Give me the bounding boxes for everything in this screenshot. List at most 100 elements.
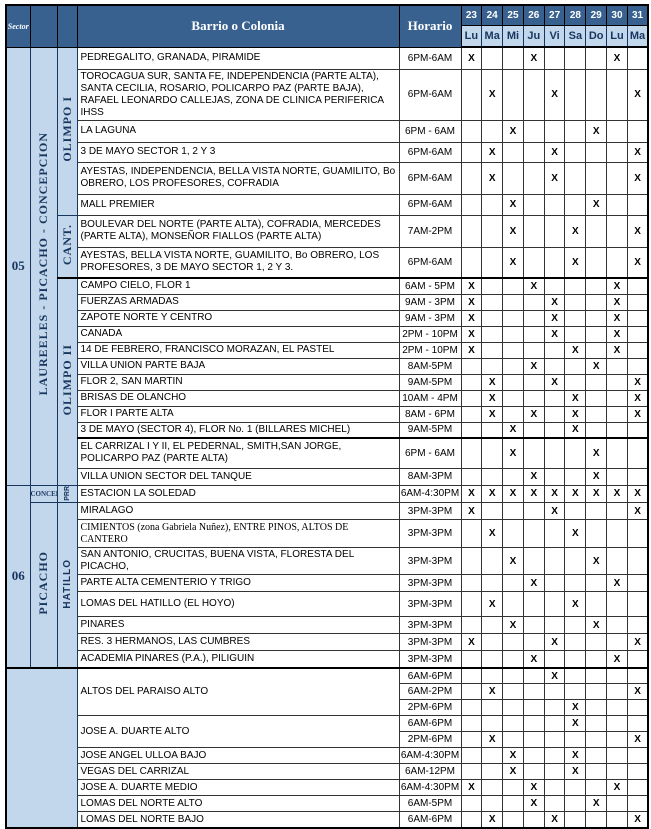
x-mark-cell: X	[564, 763, 587, 781]
table-row: LOMAS DEL NORTE BAJO 6AM-6PM X X X	[6, 811, 649, 829]
empty-day-cell	[543, 731, 566, 749]
empty-day-cell	[481, 574, 504, 593]
empty-day-cell	[606, 699, 628, 717]
table-row: SAN ANTONIO, CRUCITAS, BUENA VISTA, FLOR…	[6, 547, 649, 576]
horario-cell: 9AM - 3PM	[398, 293, 462, 311]
empty-day-cell	[564, 437, 587, 469]
x-mark-cell: X	[626, 389, 649, 407]
empty-day-cell	[502, 715, 524, 733]
empty-day-cell	[522, 325, 545, 343]
barrio-cell: VILLA UNION SECTOR DEL TANQUE	[76, 467, 400, 486]
x-mark-cell: X	[481, 161, 504, 195]
empty-day-cell	[585, 699, 608, 717]
horario-cell: 6PM-6AM	[398, 246, 462, 279]
x-mark-cell: X	[481, 405, 504, 423]
empty-day-cell	[543, 389, 566, 407]
empty-day-cell	[502, 795, 524, 813]
empty-day-cell	[585, 277, 608, 295]
barrio-cell: 3 DE MAYO SECTOR 1, 2 Y 3	[76, 141, 400, 163]
empty-day-cell	[481, 309, 504, 327]
horario-column-header: Horario	[398, 4, 462, 48]
barrio-cell: ACADEMIA PINARES (P.A.), PILIGUIN	[76, 650, 400, 669]
empty-day-cell	[585, 214, 608, 248]
x-mark-cell: X	[460, 309, 483, 327]
empty-day-cell	[502, 633, 524, 652]
date-header-26-3: 26	[522, 4, 545, 26]
x-mark-cell: X	[460, 46, 483, 70]
barrio-cell: BOULEVAR DEL NORTE (PARTE ALTA), COFRADI…	[76, 214, 400, 248]
x-mark-cell: X	[606, 341, 628, 359]
empty-day-cell	[564, 547, 587, 576]
empty-day-cell	[606, 405, 628, 423]
empty-day-cell	[460, 467, 483, 486]
empty-day-cell	[585, 161, 608, 195]
x-mark-cell: X	[502, 437, 524, 469]
horario-cell: 8AM - 6PM	[398, 405, 462, 423]
x-mark-cell: X	[502, 547, 524, 576]
empty-day-cell	[606, 591, 628, 618]
empty-day-cell	[460, 373, 483, 391]
empty-day-cell	[481, 467, 504, 486]
barrio-cell: JOSE A. DUARTE MEDIO	[76, 779, 400, 797]
empty-day-cell	[522, 141, 545, 163]
empty-day-cell	[606, 731, 628, 749]
empty-day-cell	[626, 591, 649, 618]
bottom-left-blank	[5, 666, 78, 829]
table-row: JOSE ANGEL ULLOA BAJO 6AM-4:30PM X X	[6, 747, 649, 765]
empty-day-cell	[606, 437, 628, 469]
empty-day-cell	[502, 502, 524, 521]
empty-day-cell	[481, 633, 504, 652]
barrio-cell: FUERZAS ARMADAS	[76, 293, 400, 311]
date-header-24-1: 24	[481, 4, 504, 26]
x-mark-cell: X	[481, 683, 504, 701]
subzone-column-header	[56, 4, 78, 48]
x-mark-cell: X	[481, 373, 504, 391]
table-row: PICACHO HATILLO MIRALAGO 3PM-3PM X X X	[6, 502, 649, 669]
table-row: TOROCAGUA SUR, SANTA FE, INDEPENDENCIA (…	[6, 68, 649, 121]
empty-day-cell	[585, 591, 608, 618]
table-row: AYESTAS, BELLA VISTA NORTE, GUAMILITO, B…	[6, 246, 649, 279]
horario-cell: 6AM-6PM	[398, 666, 462, 685]
x-mark-cell: X	[460, 341, 483, 359]
x-mark-cell: X	[626, 161, 649, 195]
empty-day-cell	[606, 389, 628, 407]
empty-day-cell	[522, 193, 545, 216]
empty-day-cell	[543, 519, 566, 549]
x-mark-cell: X	[564, 519, 587, 549]
empty-day-cell	[481, 699, 504, 717]
table-row: JOSE A. DUARTE ALTO 6AM-6PM X	[6, 715, 649, 749]
empty-day-cell	[585, 715, 608, 733]
x-mark-cell: X	[564, 747, 587, 765]
x-mark-cell: X	[522, 484, 545, 504]
empty-day-cell	[543, 467, 566, 486]
x-mark-cell: X	[606, 277, 628, 295]
horario-cell: 6PM-6AM	[398, 193, 462, 216]
empty-day-cell	[626, 763, 649, 781]
empty-day-cell	[481, 46, 504, 70]
empty-day-cell	[502, 309, 524, 327]
x-mark-cell: X	[564, 715, 587, 733]
empty-day-cell	[585, 666, 608, 685]
barrio-cell: ALTOS DEL PARAISO ALTO	[76, 666, 400, 717]
empty-day-cell	[522, 161, 545, 195]
empty-day-cell	[522, 341, 545, 359]
header-row-days: Lu Ma Mi Ju Vi Sa Do Lu Ma	[6, 25, 649, 48]
empty-day-cell	[606, 193, 628, 216]
empty-day-cell	[585, 683, 608, 701]
empty-day-cell	[585, 46, 608, 70]
table-row: 3 DE MAYO SECTOR 1, 2 Y 3 6PM-6AM X X X	[6, 141, 649, 163]
empty-day-cell	[626, 547, 649, 576]
zone-column-header	[29, 4, 58, 48]
day-header-sa-5: Sa	[564, 25, 587, 48]
x-mark-cell: X	[606, 574, 628, 593]
empty-day-cell	[460, 357, 483, 375]
empty-day-cell	[564, 373, 587, 391]
zone-concep: CONCEP	[29, 484, 58, 504]
empty-day-cell	[460, 591, 483, 618]
barrio-cell: PEDREGALITO, GRANADA, PIRAMIDE	[76, 46, 400, 70]
empty-day-cell	[585, 574, 608, 593]
x-mark-cell: X	[585, 193, 608, 216]
x-mark-cell: X	[481, 389, 504, 407]
empty-day-cell	[606, 547, 628, 576]
x-mark-cell: X	[460, 277, 483, 295]
